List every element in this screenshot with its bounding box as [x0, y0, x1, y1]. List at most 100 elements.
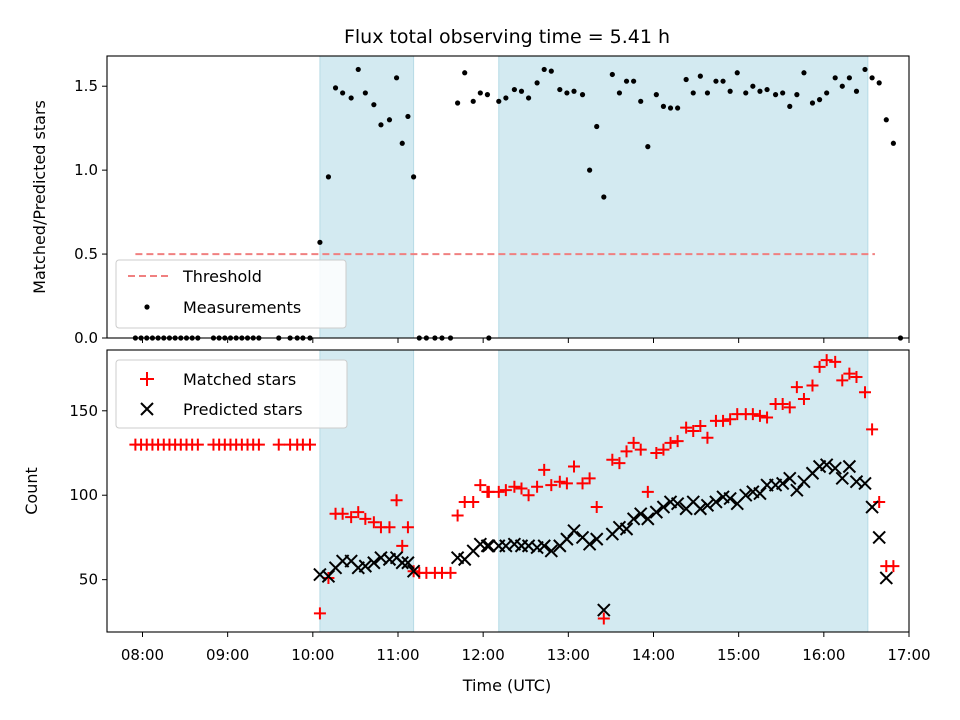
matched-stars-point	[664, 436, 677, 449]
measurements-point	[743, 90, 749, 96]
x-tick-label: 15:00	[717, 646, 760, 664]
matched-stars-point	[553, 475, 566, 488]
x-tick-label: 11:00	[376, 646, 419, 664]
measurements-point	[405, 113, 411, 120]
predicted-stars-point	[619, 522, 634, 536]
predicted-stars-point	[842, 459, 857, 474]
predicted-stars-point	[395, 556, 409, 570]
measurements-point	[317, 239, 323, 245]
legend-predicted-label: Predicted stars	[183, 400, 303, 419]
measurements-point	[534, 80, 540, 86]
measurements-point	[638, 98, 644, 104]
measurements-point	[455, 100, 461, 106]
predicted-stars-point	[775, 476, 790, 491]
measurements-point	[631, 78, 637, 84]
matched-stars-point	[538, 463, 551, 476]
measurements-point	[883, 117, 889, 123]
legend-measurements-marker	[144, 304, 150, 310]
measurements-point	[484, 92, 491, 98]
measurements-point	[325, 174, 332, 180]
measurements-point	[667, 105, 674, 111]
matched-stars-point	[701, 431, 714, 444]
matched-stars-point	[836, 374, 849, 387]
matched-stars-point	[597, 612, 610, 625]
measurements-point	[616, 90, 623, 96]
matched-stars-point	[657, 443, 670, 456]
predicted-stars-point	[723, 491, 737, 506]
matched-stars-point	[474, 479, 487, 492]
matched-stars-point	[887, 560, 900, 573]
matched-stars-point	[515, 482, 528, 495]
measurements-point	[477, 90, 483, 96]
measurements-point	[548, 68, 554, 74]
measurements-point	[720, 78, 726, 84]
measurements-point	[734, 70, 740, 76]
bot-y-tick-label: 50	[79, 571, 98, 589]
measurements-point	[890, 140, 896, 146]
measurements-point	[876, 80, 882, 86]
matched-stars-point	[717, 414, 730, 427]
measurements-point	[511, 86, 517, 93]
x-tick-label: 16:00	[802, 646, 845, 664]
predicted-stars-point	[634, 507, 648, 521]
measurements-point	[653, 92, 659, 98]
bottom-legend: Matched stars Predicted stars	[115, 359, 348, 429]
predicted-stars-point	[597, 603, 611, 617]
predicted-stars-point	[693, 502, 708, 516]
matched-stars-point	[590, 501, 603, 514]
predicted-stars-point	[709, 495, 723, 509]
matched-stars-point	[873, 495, 886, 508]
measurements-point	[462, 70, 468, 76]
measurements-point	[503, 95, 509, 101]
top-y-tick-label: 0.5	[74, 245, 98, 263]
measurements-point	[697, 73, 703, 79]
matched-stars-point	[467, 495, 480, 508]
matched-stars-point	[390, 494, 403, 507]
measurements-point	[801, 70, 807, 76]
matched-stars-point	[634, 443, 647, 456]
matched-stars-point	[776, 398, 789, 411]
measurements-point	[601, 194, 607, 200]
matched-stars-point	[746, 408, 759, 421]
matched-stars-point	[568, 460, 581, 473]
measurements-point	[362, 90, 368, 96]
bottom-panel: 50 100 150 08:00 09:00 10:00 11:00 12:00 13:00 1…	[22, 349, 931, 695]
measurements-point	[340, 90, 346, 96]
measurements-point	[675, 105, 681, 111]
top-y-tick-label: 1.5	[74, 77, 98, 95]
matched-stars-point	[671, 435, 684, 448]
matched-stars-point	[606, 453, 619, 466]
predicted-stars-point	[567, 523, 581, 538]
top-panel: 0.0 0.5 1.0 1.5 Matched/Predicted stars Thr…	[30, 55, 910, 347]
measurements-point	[704, 90, 711, 96]
predicted-stars-point	[858, 476, 872, 491]
measurements-point	[816, 97, 823, 103]
matched-stars-point	[694, 419, 707, 432]
matched-stars-point	[613, 457, 626, 470]
measurements-point	[525, 95, 532, 101]
top-plot-frame	[106, 55, 910, 339]
x-tick-label: 14:00	[632, 646, 675, 664]
matched-stars-point	[576, 477, 589, 490]
matched-stars-point	[352, 506, 365, 519]
predicted-stars-point	[537, 539, 551, 553]
x-tick-label: 08:00	[121, 646, 164, 664]
predicted-stars-point	[879, 571, 893, 585]
predicted-stars-point	[544, 544, 559, 558]
legend-predicted-marker	[140, 402, 154, 416]
legend-threshold-label: Threshold	[182, 267, 262, 286]
measurements-point	[355, 66, 361, 73]
measurements-point	[787, 103, 793, 109]
measurements-point	[869, 75, 875, 81]
measurements-point	[690, 90, 696, 96]
measurements-point	[645, 144, 651, 150]
matched-stars-point	[850, 371, 863, 384]
measurements-point	[378, 122, 384, 128]
measurements-point	[713, 78, 719, 84]
matched-stars-point	[272, 438, 285, 451]
x-tick-label: 13:00	[547, 646, 590, 664]
matched-stars-point	[508, 480, 521, 493]
bot-y-tick-label: 100	[69, 486, 98, 504]
matched-stars-point	[303, 438, 316, 451]
matched-stars-point	[829, 355, 842, 368]
